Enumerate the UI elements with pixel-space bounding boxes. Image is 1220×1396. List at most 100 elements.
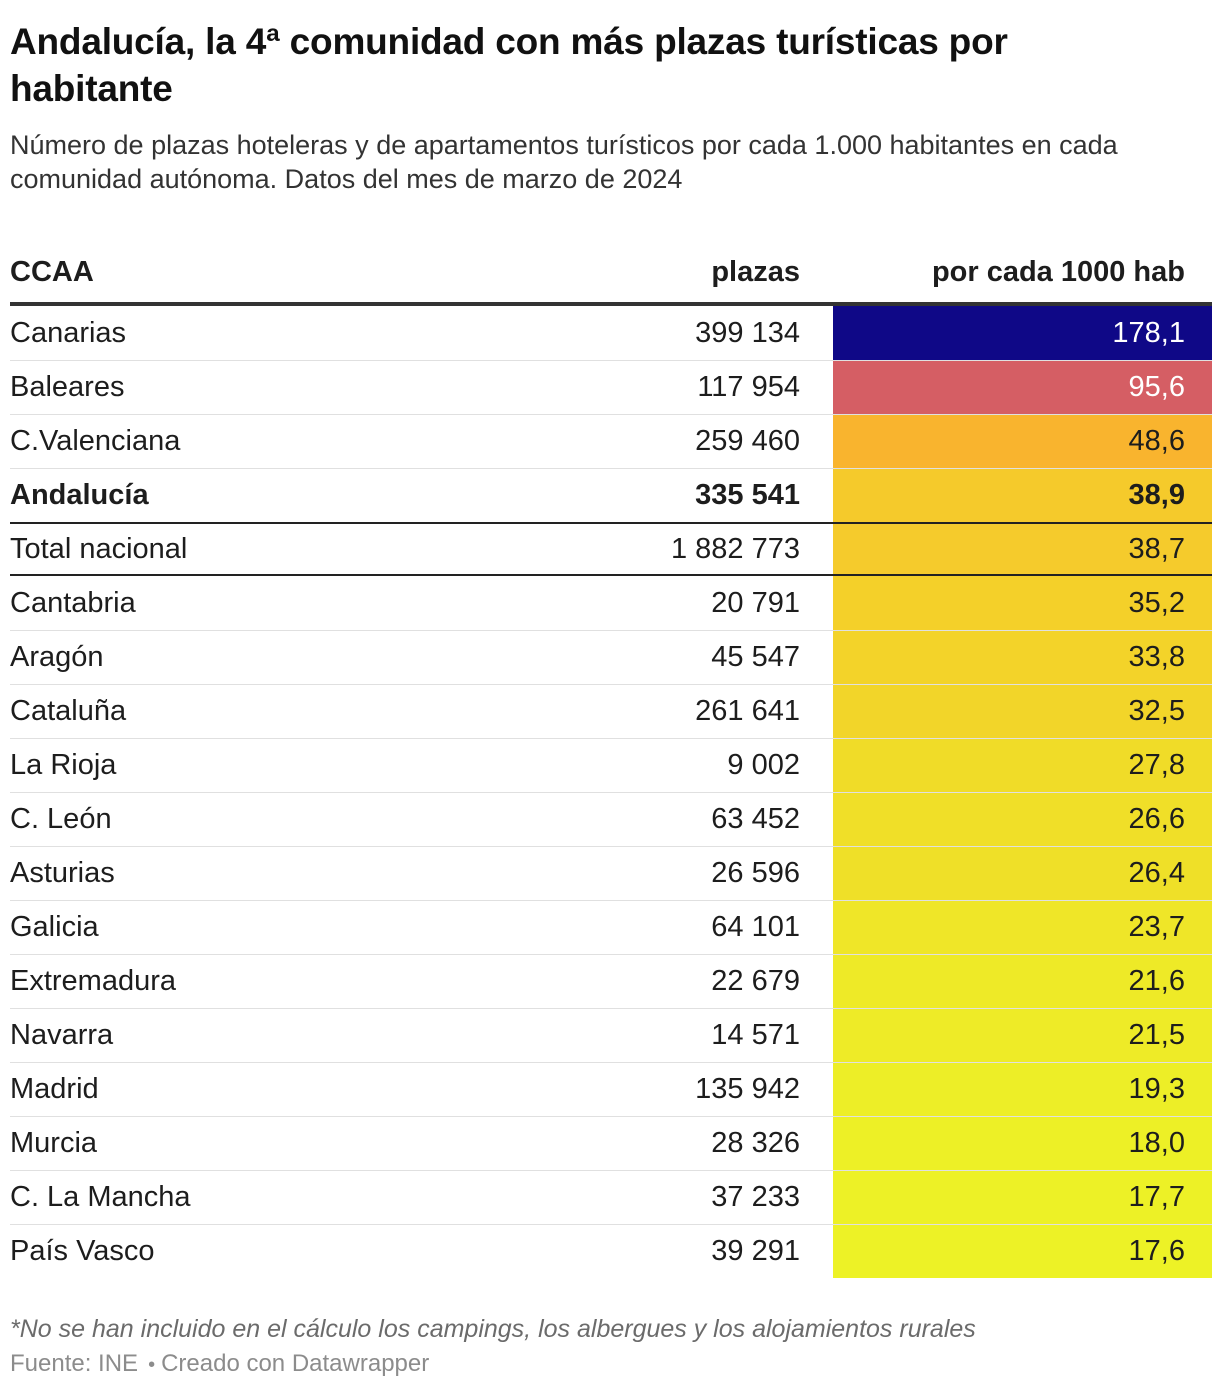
table-row: Asturias 26 596 26,4 [10, 846, 1212, 900]
source-text: Fuente: INE [10, 1350, 139, 1377]
column-gap [800, 415, 833, 468]
row-ccaa-label: Galicia [10, 911, 99, 943]
row-plazas-value: 117 954 [697, 371, 800, 403]
row-plazas-value: 1 882 773 [670, 532, 800, 565]
column-gap [800, 1117, 833, 1170]
row-ccaa-label: Aragón [10, 641, 104, 673]
row-ccaa-label: C.Valenciana [10, 425, 181, 457]
row-plazas-value: 63 452 [711, 803, 800, 835]
row-per1000-heat-cell: 26,4 [833, 847, 1212, 900]
column-gap [800, 1063, 833, 1116]
row-plazas-value: 259 460 [695, 425, 800, 457]
row-per1000-heat-cell: 32,5 [833, 685, 1212, 738]
table-row: Canarias 399 134 178,1 [10, 306, 1212, 360]
row-per1000-heat-cell: 19,3 [833, 1063, 1212, 1116]
row-per1000-heat-cell: 178,1 [833, 306, 1212, 360]
row-ccaa-label: Baleares [10, 371, 125, 403]
table-row: Madrid 135 942 19,3 [10, 1062, 1212, 1116]
table-row: Cantabria 20 791 35,2 [10, 576, 1212, 630]
row-per1000-heat-cell: 48,6 [833, 415, 1212, 468]
row-per1000-heat-cell: 38,9 [833, 469, 1212, 522]
column-gap [800, 469, 833, 522]
row-ccaa-label: Total nacional [10, 532, 188, 565]
table-row: Extremadura 22 679 21,6 [10, 954, 1212, 1008]
column-gap [800, 306, 833, 360]
row-plazas-value: 335 541 [695, 479, 800, 511]
row-plazas-value: 64 101 [711, 911, 800, 943]
column-gap [800, 1171, 833, 1224]
row-per1000-heat-cell: 23,7 [833, 901, 1212, 954]
col-header-ccaa: CCAA [10, 255, 94, 288]
row-ccaa-label: Extremadura [10, 965, 177, 997]
row-ccaa-label: Asturias [10, 857, 115, 889]
source-line: Fuente: INE • Creado con Datawrapper [10, 1350, 1212, 1379]
column-gap [800, 524, 833, 574]
page-subtitle: Número de plazas hoteleras y de apartame… [10, 130, 1118, 194]
column-gap [800, 847, 833, 900]
table-body: Canarias 399 134 178,1 Baleares 117 954 … [10, 306, 1212, 1278]
row-ccaa-label: C. León [10, 803, 112, 835]
col-header-plazas: plazas [711, 255, 800, 288]
row-per1000-heat-cell: 35,2 [833, 576, 1212, 630]
table-header-row: CCAA plazas por cada 1000 hab [10, 242, 1212, 306]
row-ccaa-label: La Rioja [10, 749, 117, 781]
row-ccaa-label: Andalucía [10, 479, 149, 511]
row-plazas-value: 37 233 [711, 1181, 800, 1213]
table-row: C. León 63 452 26,6 [10, 792, 1212, 846]
row-per1000-heat-cell: 26,6 [833, 793, 1212, 846]
row-per1000-heat-cell: 18,0 [833, 1117, 1212, 1170]
row-per1000-heat-cell: 17,7 [833, 1171, 1212, 1224]
row-per1000-heat-cell: 21,5 [833, 1009, 1212, 1062]
row-plazas-value: 399 134 [695, 316, 800, 349]
table-row: Cataluña 261 641 32,5 [10, 684, 1212, 738]
column-gap [800, 361, 833, 414]
row-per1000-heat-cell: 33,8 [833, 631, 1212, 684]
table-row: Galicia 64 101 23,7 [10, 900, 1212, 954]
row-plazas-value: 14 571 [711, 1019, 800, 1051]
row-per1000-heat-cell: 21,6 [833, 955, 1212, 1008]
table-row: C. La Mancha 37 233 17,7 [10, 1170, 1212, 1224]
datawrapper-credit-link[interactable]: Creado con Datawrapper [161, 1350, 430, 1377]
row-ccaa-label: C. La Mancha [10, 1181, 191, 1213]
table-row: La Rioja 9 002 27,8 [10, 738, 1212, 792]
table-row: Andalucía 335 541 38,9 [10, 468, 1212, 522]
column-gap [800, 685, 833, 738]
row-plazas-value: 28 326 [711, 1127, 800, 1159]
table-row: Aragón 45 547 33,8 [10, 630, 1212, 684]
row-plazas-value: 45 547 [711, 641, 800, 673]
row-ccaa-label: Navarra [10, 1019, 114, 1051]
row-per1000-heat-cell: 27,8 [833, 739, 1212, 792]
row-per1000-heat-cell: 17,6 [833, 1225, 1212, 1278]
page-title: Andalucía, la 4ª comunidad con más plaza… [10, 21, 1008, 109]
table-row: Total nacional 1 882 773 38,7 [10, 522, 1212, 576]
row-plazas-value: 20 791 [711, 586, 800, 619]
table-row: Murcia 28 326 18,0 [10, 1116, 1212, 1170]
row-ccaa-label: Cantabria [10, 586, 136, 619]
row-plazas-value: 26 596 [711, 857, 800, 889]
row-per1000-heat-cell: 95,6 [833, 361, 1212, 414]
row-plazas-value: 9 002 [727, 749, 800, 781]
row-ccaa-label: Madrid [10, 1073, 99, 1105]
column-gap [800, 1009, 833, 1062]
row-plazas-value: 39 291 [711, 1235, 800, 1267]
table-row: Navarra 14 571 21,5 [10, 1008, 1212, 1062]
row-ccaa-label: Cataluña [10, 695, 127, 727]
row-per1000-heat-cell: 38,7 [833, 524, 1212, 574]
column-gap [800, 901, 833, 954]
row-plazas-value: 135 942 [695, 1073, 800, 1105]
row-ccaa-label: País Vasco [10, 1235, 155, 1267]
column-gap [800, 631, 833, 684]
source-separator: • [148, 1354, 156, 1376]
column-gap [800, 576, 833, 630]
row-plazas-value: 261 641 [695, 695, 800, 727]
column-gap [800, 739, 833, 792]
col-header-per1000: por cada 1000 hab [931, 255, 1185, 288]
row-ccaa-label: Canarias [10, 316, 127, 349]
column-gap [800, 955, 833, 1008]
table-row: Baleares 117 954 95,6 [10, 360, 1212, 414]
column-gap [800, 1225, 833, 1278]
row-ccaa-label: Murcia [10, 1127, 98, 1159]
table-row: País Vasco 39 291 17,6 [10, 1224, 1212, 1278]
footnote: *No se han incluido en el cálculo los ca… [10, 1315, 976, 1343]
